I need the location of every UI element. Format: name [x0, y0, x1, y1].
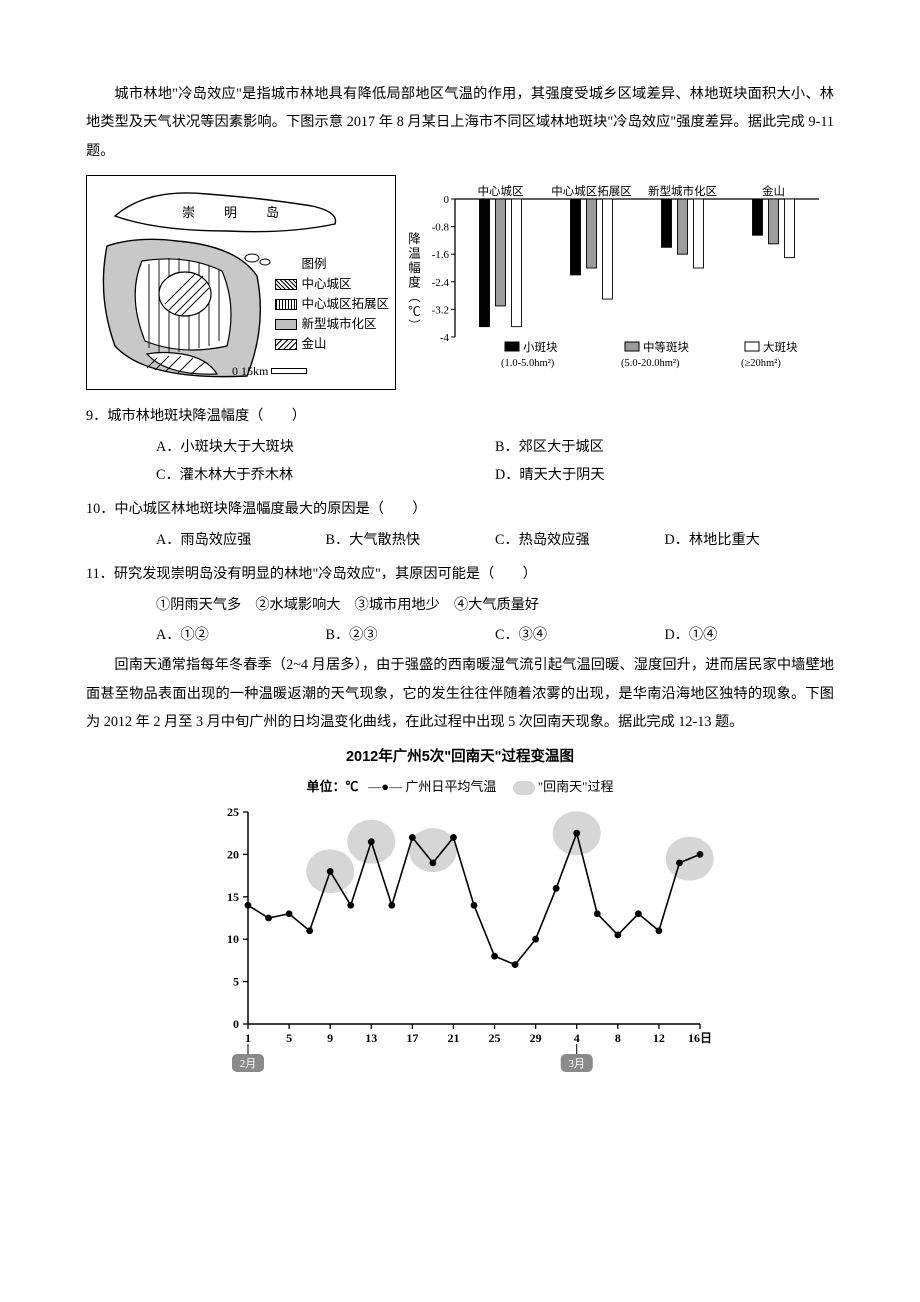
line-marker-icon: —●—: [368, 779, 402, 794]
bar-chart-wrap: 降温幅度（℃） 0 -0.8 -1.6 -2.4 -3.2 -4 中心城区 中心城区拓展区 新型…: [400, 183, 827, 383]
q9-opt-b: B．郊区大于城区: [495, 433, 834, 461]
legend-shade-label: "回南天"过程: [538, 779, 614, 794]
q10-opt-b: B．大气散热快: [326, 526, 496, 554]
swatch-icon: [275, 319, 297, 330]
svg-text:15: 15: [227, 889, 239, 903]
svg-text:10: 10: [227, 932, 239, 946]
svg-text:(5.0-20.0hm²): (5.0-20.0hm²): [621, 358, 680, 369]
q10-opt-d: D．林地比重大: [665, 526, 835, 554]
svg-text:4: 4: [574, 1031, 580, 1045]
q9-options: A．小斑块大于大斑块 B．郊区大于城区 C．灌木林大于乔木林 D．晴天大于阴天: [156, 433, 834, 490]
scale-text: 0 15km: [232, 359, 268, 383]
q11-options: A．①② B．②③ C．③④ D．①④: [156, 621, 834, 649]
svg-text:5: 5: [286, 1031, 292, 1045]
svg-text:17: 17: [406, 1031, 418, 1045]
legend-title: 图例: [301, 254, 389, 274]
legend-unit: 单位：℃: [306, 779, 358, 794]
legend-item: 中心城区: [301, 274, 351, 294]
line-chart: 05101520251591317212529481216日2月3月: [200, 802, 720, 1082]
svg-text:小斑块: 小斑块: [523, 340, 558, 354]
scale-segment-icon: [271, 368, 307, 374]
q10-options: A．雨岛效应强 B．大气散热快 C．热岛效应强 D．林地比重大: [156, 526, 834, 554]
swatch-icon: [275, 279, 297, 290]
q11-opt-d: D．①④: [665, 621, 835, 649]
svg-text:(≥20hm²): (≥20hm²): [741, 358, 781, 369]
shade-swatch-icon: [513, 781, 535, 795]
legend-item: 新型城市化区: [301, 314, 376, 334]
svg-text:大斑块: 大斑块: [763, 340, 798, 354]
legend-line-label: 广州日平均气温: [405, 779, 496, 794]
svg-text:2月: 2月: [240, 1058, 257, 1070]
figure-row-1: 崇 明 岛 图例 中心城区 中心城区拓展区 新型城市化区 金山 0 15km 降…: [86, 175, 834, 390]
q11-sub: ①阴雨天气多 ②水域影响大 ③城市用地少 ④大气质量好: [156, 591, 834, 619]
svg-text:16日: 16日: [688, 1031, 712, 1045]
svg-text:12: 12: [653, 1031, 665, 1045]
svg-text:0: 0: [444, 194, 450, 206]
bar-chart: 0 -0.8 -1.6 -2.4 -3.2 -4 中心城区 中心城区拓展区 新型城市化区 金山小斑…: [427, 183, 827, 383]
bar-y-label: 降温幅度（℃）: [400, 232, 425, 334]
svg-text:29: 29: [530, 1031, 542, 1045]
svg-text:-1.6: -1.6: [432, 249, 450, 261]
svg-text:中等斑块: 中等斑块: [643, 340, 689, 354]
svg-text:-2.4: -2.4: [432, 277, 450, 289]
q10-opt-c: C．热岛效应强: [495, 526, 665, 554]
swatch-icon: [275, 339, 297, 350]
q9-stem: 9．城市林地斑块降温幅度（ ）: [86, 402, 834, 430]
q9-opt-c: C．灌木林大于乔木林: [156, 461, 495, 489]
q11-opt-b: B．②③: [326, 621, 496, 649]
passage-1: 城市林地"冷岛效应"是指城市林地具有降低局部地区气温的作用，其强度受城乡区域差异…: [86, 80, 834, 165]
svg-text:-4: -4: [440, 332, 450, 344]
line-chart-title: 2012年广州5次"回南天"过程变温图: [86, 743, 834, 772]
svg-text:1: 1: [245, 1031, 251, 1045]
q11-stem: 11．研究发现崇明岛没有明显的林地"冷岛效应"，其原因可能是（ ）: [86, 560, 834, 588]
svg-text:13: 13: [365, 1031, 377, 1045]
passage-2: 回南天通常指每年冬春季（2~4 月居多），由于强盛的西南暖湿气流引起气温回暖、湿…: [86, 651, 834, 736]
svg-text:-0.8: -0.8: [432, 221, 450, 233]
legend-item: 金山: [301, 334, 326, 354]
line-chart-legend: 单位：℃ —●— 广州日平均气温 "回南天"过程: [86, 774, 834, 800]
svg-text:金山: 金山: [762, 184, 785, 198]
svg-text:5: 5: [233, 974, 239, 988]
map-island-label: 崇 明 岛: [182, 200, 287, 226]
shanghai-map: 崇 明 岛 图例 中心城区 中心城区拓展区 新型城市化区 金山 0 15km: [86, 175, 396, 390]
svg-text:25: 25: [489, 1031, 501, 1045]
map-legend: 图例 中心城区 中心城区拓展区 新型城市化区 金山: [275, 254, 389, 354]
svg-text:20: 20: [227, 847, 239, 861]
swatch-icon: [275, 299, 297, 310]
svg-text:3月: 3月: [568, 1058, 585, 1070]
q11-opt-a: A．①②: [156, 621, 326, 649]
svg-text:-3.2: -3.2: [432, 304, 449, 316]
q10-stem: 10．中心城区林地斑块降温幅度最大的原因是（ ）: [86, 495, 834, 523]
svg-text:(1.0-5.0hm²): (1.0-5.0hm²): [501, 358, 555, 369]
q9-opt-d: D．晴天大于阴天: [495, 461, 834, 489]
map-scale: 0 15km: [232, 359, 307, 383]
svg-text:中心城区: 中心城区: [478, 185, 524, 198]
svg-text:8: 8: [615, 1031, 621, 1045]
q9-opt-a: A．小斑块大于大斑块: [156, 433, 495, 461]
svg-text:9: 9: [327, 1031, 333, 1045]
q11-opt-c: C．③④: [495, 621, 665, 649]
legend-item: 中心城区拓展区: [301, 294, 389, 314]
svg-text:新型城市化区: 新型城市化区: [648, 184, 717, 198]
svg-text:0: 0: [233, 1017, 239, 1031]
svg-text:中心城区拓展区: 中心城区拓展区: [551, 184, 632, 198]
svg-text:25: 25: [227, 805, 239, 819]
q10-opt-a: A．雨岛效应强: [156, 526, 326, 554]
svg-text:21: 21: [447, 1031, 459, 1045]
